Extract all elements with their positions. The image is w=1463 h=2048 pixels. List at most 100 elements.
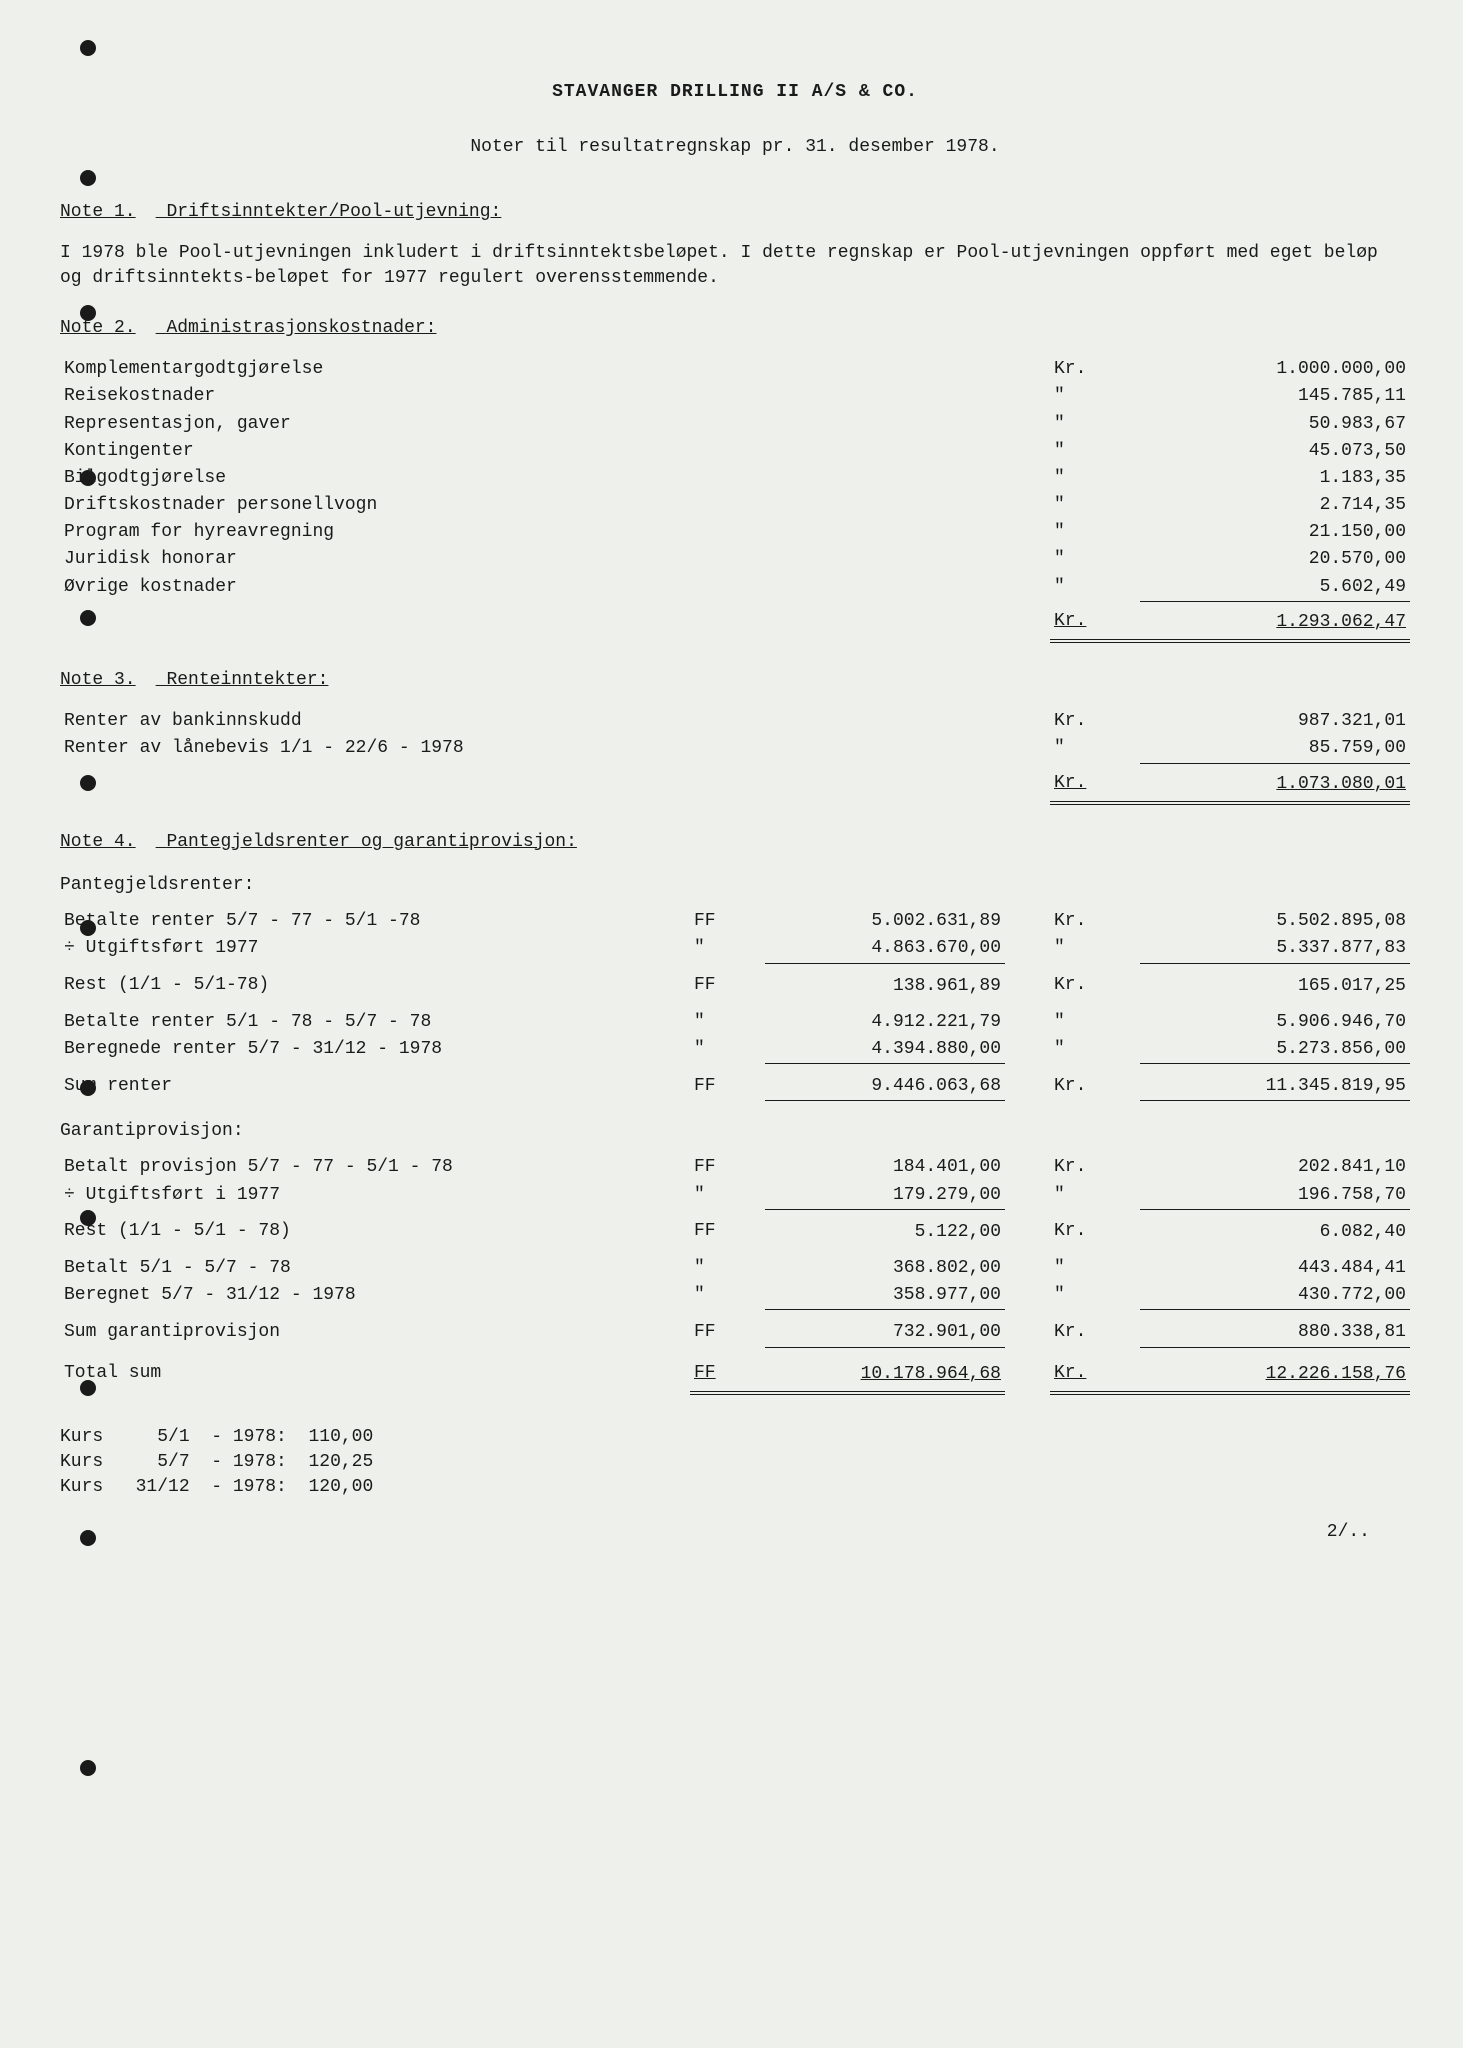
sum-value-1: 9.446.063,68 [765,1064,1005,1101]
kurs-year: 1978: [233,1475,309,1500]
grand-total-row: Total sumFF10.178.964,68Kr.12.226.158,76 [60,1347,1410,1393]
row-currency [690,356,765,383]
row-currency-2: " [1050,1246,1140,1282]
document-subtitle: Noter til resultatregnskap pr. 31. desem… [60,135,1410,160]
row-value: 145.785,11 [1140,383,1410,410]
table-row: KomplementargodtgjørelseKr.1.000.000,00 [60,356,1410,383]
row-label: Driftskostnader personellvogn [60,492,690,519]
hole-punch-dot [80,40,96,56]
kurs-year: 1978: [233,1425,309,1450]
table-row: Betalt 5/1 - 5/7 - 78"368.802,00"443.484… [60,1246,1410,1282]
hole-punch-dot [80,1380,96,1396]
sum-label: Sum garantiprovisjon [60,1310,690,1347]
row-value [765,546,1005,573]
row-label: Beregnet 5/7 - 31/12 - 1978 [60,1282,690,1310]
hole-punch-dot [80,470,96,486]
table-row: Program for hyreavregning"21.150,00 [60,519,1410,546]
row-currency: " [1050,546,1140,573]
note1-heading: Note 1. Driftsinntekter/Pool-utjevning: [60,200,1410,225]
row-currency: Kr. [1050,708,1140,735]
row-currency [690,492,765,519]
row-value [765,356,1005,383]
row-label: Reisekostnader [60,383,690,410]
row-currency-1: " [690,1000,765,1036]
row-value: 50.983,67 [1140,411,1410,438]
row-currency [690,438,765,465]
row-label: Program for hyreavregning [60,519,690,546]
row-value: 21.150,00 [1140,519,1410,546]
grand-total-currency-2: Kr. [1050,1347,1140,1393]
row-currency-1: " [690,1036,765,1064]
table-row: ÷ Utgiftsført i 1977"179.279,00"196.758,… [60,1182,1410,1210]
grand-total-value-1: 10.178.964,68 [765,1347,1005,1393]
row-value-2: 6.082,40 [1140,1209,1410,1246]
sum-currency-2: Kr. [1050,1064,1140,1101]
note4-section1-title: Pantegjeldsrenter: [60,873,1410,898]
row-value-1: 5.122,00 [765,1209,1005,1246]
row-currency [690,383,765,410]
row-value [765,574,1005,602]
row-value-2: 443.484,41 [1140,1246,1410,1282]
row-label: Betalte renter 5/1 - 78 - 5/7 - 78 [60,1000,690,1036]
note2-table: KomplementargodtgjørelseKr.1.000.000,00R… [60,356,1410,643]
kurs-date: 5/1 [125,1425,211,1450]
table-row: ÷ Utgiftsført 1977"4.863.670,00"5.337.87… [60,935,1410,963]
kurs-date: 5/7 [125,1450,211,1475]
note2-heading: Note 2. Administrasjonskostnader: [60,316,1410,341]
company-title: STAVANGER DRILLING II A/S & CO. [60,80,1410,105]
row-label: Renter av lånebevis 1/1 - 22/6 - 1978 [60,735,690,763]
row-value-2: 5.273.856,00 [1140,1036,1410,1064]
note4-heading: Note 4. Pantegjeldsrenter og garantiprov… [60,830,1410,855]
total-value: 1.293.062,47 [1140,601,1410,641]
table-row: Rest (1/1 - 5/1-78)FF138.961,89Kr.165.01… [60,963,1410,1000]
row-currency: " [1050,465,1140,492]
row-value-1: 368.802,00 [765,1246,1005,1282]
table-row: Betalte renter 5/7 - 77 - 5/1 -78FF5.002… [60,908,1410,935]
sum-value-2: 880.338,81 [1140,1310,1410,1347]
row-value-1: 138.961,89 [765,963,1005,1000]
row-value: 20.570,00 [1140,546,1410,573]
table-row: Representasjon, gaver"50.983,67 [60,411,1410,438]
sum-row: Sum renterFF9.446.063,68Kr.11.345.819,95 [60,1064,1410,1101]
table-row: Renter av bankinnskuddKr.987.321,01 [60,708,1410,735]
row-currency: Kr. [1050,356,1140,383]
kurs-label: Kurs [60,1425,125,1450]
kurs-sep: - [211,1450,233,1475]
note3-num: Note 3. [60,670,136,690]
grand-total-value-2: 12.226.158,76 [1140,1347,1410,1393]
hole-punch-dot [80,1530,96,1546]
table-row: Beregnet 5/7 - 31/12 - 1978"358.977,00"4… [60,1282,1410,1310]
row-value-1: 179.279,00 [765,1182,1005,1210]
note3-table: Renter av bankinnskuddKr.987.321,01Rente… [60,708,1410,805]
kurs-sep: - [211,1475,233,1500]
note2-num: Note 2. [60,318,136,338]
row-value-1: 358.977,00 [765,1282,1005,1310]
row-label: Representasjon, gaver [60,411,690,438]
note3-title: Renteinntekter: [166,670,328,690]
table-row: Betalte renter 5/1 - 78 - 5/7 - 78"4.912… [60,1000,1410,1036]
row-label: Rest (1/1 - 5/1 - 78) [60,1209,690,1246]
row-currency [690,411,765,438]
row-label: Rest (1/1 - 5/1-78) [60,963,690,1000]
kurs-value: 120,00 [308,1475,373,1500]
total-currency: Kr. [1050,601,1140,641]
row-value [765,411,1005,438]
table-row: Juridisk honorar"20.570,00 [60,546,1410,573]
sum-label: Sum renter [60,1064,690,1101]
kurs-row: Kurs 5/1 - 1978: 110,00 [60,1425,1410,1450]
row-label: Beregnede renter 5/7 - 31/12 - 1978 [60,1036,690,1064]
row-value-1: 4.863.670,00 [765,935,1005,963]
row-label: Renter av bankinnskudd [60,708,690,735]
row-label: ÷ Utgiftsført 1977 [60,935,690,963]
row-value [765,438,1005,465]
sum-value-2: 11.345.819,95 [1140,1064,1410,1101]
kurs-section: Kurs 5/1 - 1978: 110,00Kurs 5/7 - 1978: … [60,1425,1410,1501]
row-value: 45.073,50 [1140,438,1410,465]
row-value: 85.759,00 [1140,735,1410,763]
row-currency-1: " [690,1182,765,1210]
row-currency: " [1050,383,1140,410]
row-currency-1: FF [690,963,765,1000]
row-currency-2: Kr. [1050,908,1140,935]
kurs-value: 120,25 [308,1450,373,1475]
note4-title: Pantegjeldsrenter og garantiprovisjon: [166,832,576,852]
